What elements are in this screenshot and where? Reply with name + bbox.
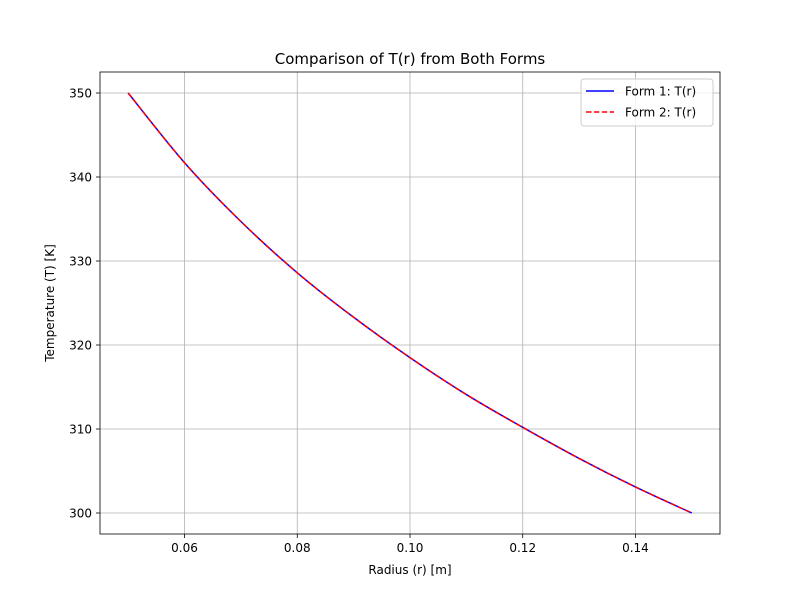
x-tick-label: 0.14 xyxy=(622,541,649,555)
x-axis-label: Radius (r) [m] xyxy=(368,563,451,577)
x-tick-label: 0.12 xyxy=(509,541,536,555)
x-ticks: 0.06 0.08 0.10 0.12 0.14 xyxy=(171,534,649,555)
legend: Form 1: T(r) Form 2: T(r) xyxy=(580,78,714,127)
legend-label-form-2: Form 2: T(r) xyxy=(625,106,696,120)
y-tick-label: 330 xyxy=(69,255,92,269)
series-layer xyxy=(127,92,693,514)
grid-layer xyxy=(100,72,720,534)
y-ticks: 300 310 320 330 340 350 xyxy=(69,87,100,521)
x-tick-label: 0.08 xyxy=(284,541,311,555)
y-tick-label: 350 xyxy=(69,87,92,101)
chart-title: Comparison of T(r) from Both Forms xyxy=(275,50,546,68)
y-tick-label: 300 xyxy=(69,507,92,521)
series-line-form-2 xyxy=(127,92,693,514)
x-tick-label: 0.06 xyxy=(171,541,198,555)
y-axis-label: Temperature (T) [K] xyxy=(43,244,57,363)
legend-label-form-1: Form 1: T(r) xyxy=(625,85,696,99)
x-tick-label: 0.10 xyxy=(397,541,424,555)
y-tick-label: 320 xyxy=(69,339,92,353)
y-tick-label: 340 xyxy=(69,171,92,185)
y-tick-label: 310 xyxy=(69,423,92,437)
